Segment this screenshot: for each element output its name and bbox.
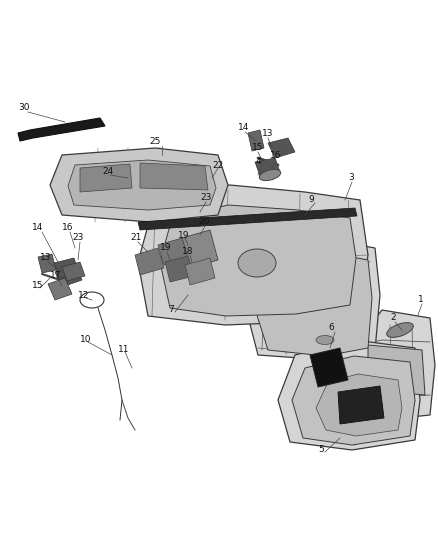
Text: 4: 4 <box>256 157 261 166</box>
Polygon shape <box>158 238 188 265</box>
Text: 16: 16 <box>270 151 282 160</box>
Polygon shape <box>138 185 368 325</box>
Text: 3: 3 <box>348 174 354 182</box>
Text: 15: 15 <box>252 143 264 152</box>
Polygon shape <box>255 158 280 176</box>
Polygon shape <box>310 348 348 387</box>
Polygon shape <box>160 205 356 316</box>
Polygon shape <box>248 130 264 151</box>
Polygon shape <box>62 262 85 281</box>
Text: 19: 19 <box>178 230 190 239</box>
Text: 6: 6 <box>328 324 334 333</box>
Text: 24: 24 <box>102 167 113 176</box>
Text: 7: 7 <box>168 305 174 314</box>
Text: 1: 1 <box>418 295 424 304</box>
Polygon shape <box>292 356 415 445</box>
Text: 13: 13 <box>40 254 52 262</box>
Ellipse shape <box>316 335 334 344</box>
Text: 21: 21 <box>130 233 141 243</box>
Text: 16: 16 <box>62 223 74 232</box>
Polygon shape <box>182 230 218 268</box>
Text: 9: 9 <box>308 196 314 205</box>
Polygon shape <box>138 208 357 230</box>
Text: 20: 20 <box>198 217 209 227</box>
Text: 14: 14 <box>32 223 43 232</box>
Polygon shape <box>48 278 72 300</box>
Polygon shape <box>165 256 194 282</box>
Text: 30: 30 <box>18 103 29 112</box>
Text: 10: 10 <box>80 335 92 344</box>
Polygon shape <box>355 310 435 420</box>
Polygon shape <box>18 118 105 141</box>
Text: 5: 5 <box>318 446 324 455</box>
Ellipse shape <box>259 169 281 181</box>
Polygon shape <box>338 386 384 424</box>
Polygon shape <box>54 258 79 278</box>
Ellipse shape <box>387 322 413 337</box>
Text: 12: 12 <box>78 290 89 300</box>
Polygon shape <box>50 148 228 222</box>
Polygon shape <box>68 160 216 210</box>
Text: 23: 23 <box>72 233 83 243</box>
Text: 13: 13 <box>262 130 273 139</box>
Ellipse shape <box>238 249 276 277</box>
Text: 25: 25 <box>149 138 161 147</box>
Text: 14: 14 <box>238 124 249 133</box>
Polygon shape <box>268 138 295 158</box>
Polygon shape <box>185 258 215 285</box>
Polygon shape <box>38 254 56 273</box>
Text: 18: 18 <box>182 247 194 256</box>
Text: 23: 23 <box>200 193 212 203</box>
Polygon shape <box>140 163 208 190</box>
Text: 11: 11 <box>118 345 130 354</box>
Polygon shape <box>245 240 380 360</box>
Polygon shape <box>55 265 82 287</box>
Text: 2: 2 <box>390 313 396 322</box>
Polygon shape <box>135 248 164 275</box>
Polygon shape <box>278 340 420 450</box>
Text: 19: 19 <box>160 244 172 253</box>
Polygon shape <box>316 374 402 436</box>
Polygon shape <box>80 164 132 192</box>
Text: 15: 15 <box>32 281 43 290</box>
Polygon shape <box>254 252 372 356</box>
Polygon shape <box>368 345 425 395</box>
Text: 17: 17 <box>50 271 61 279</box>
Text: 22: 22 <box>212 160 223 169</box>
